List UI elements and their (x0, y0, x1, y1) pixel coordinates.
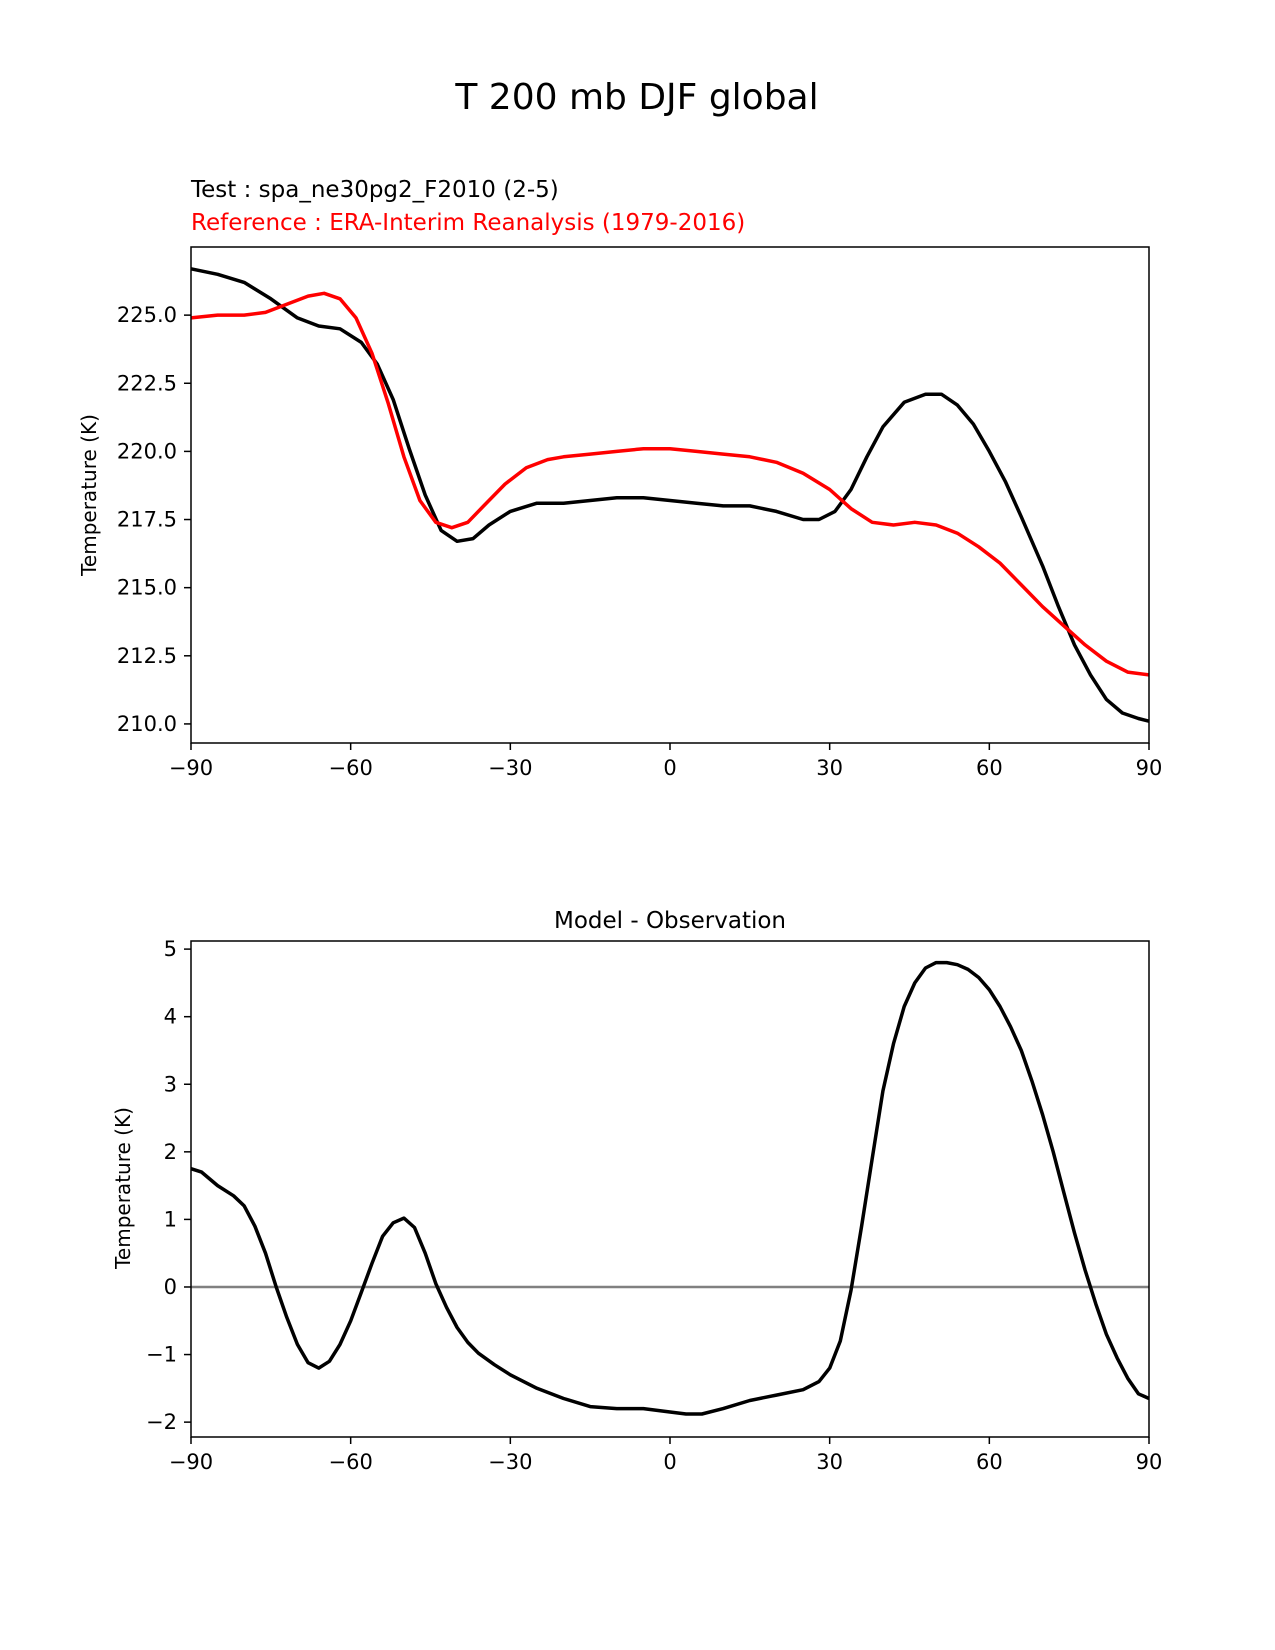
x-tick-label: 30 (816, 1450, 843, 1474)
y-tick-label: 222.5 (117, 371, 177, 395)
test-label: Test : spa_ne30pg2_F2010 (2-5) (190, 177, 559, 203)
x-tick-label: −30 (488, 756, 532, 780)
x-tick-label: 90 (1136, 756, 1163, 780)
x-tick-label: −90 (169, 756, 213, 780)
climatology-panel: Test : spa_ne30pg2_F2010 (2-5) Reference… (77, 177, 1162, 780)
y-tick-label: −2 (146, 1410, 177, 1434)
x-tick-label: 60 (976, 756, 1003, 780)
x-tick-label: −60 (329, 1450, 373, 1474)
top-plot-frame (190, 246, 1150, 744)
x-tick-label: −30 (488, 1450, 532, 1474)
x-tick-label: −90 (169, 1450, 213, 1474)
y-tick-label: 2 (164, 1140, 177, 1164)
reference-label: Reference : ERA-Interim Reanalysis (1979… (191, 210, 745, 236)
difference-panel: Model - Observation Temperature (K) −90−… (111, 908, 1162, 1474)
x-tick-label: −60 (329, 756, 373, 780)
y-tick-label: −1 (146, 1343, 177, 1367)
top-plot-area: −90 −60 −30 0 30 60 90 210.0 212.5 215.0 217.5 220.… (117, 267, 1163, 780)
y-tick-label: 212.5 (117, 644, 177, 668)
bottom-chart-title: Model - Observation (554, 908, 786, 934)
y-tick-label: 5 (164, 937, 177, 961)
x-tick-label: 0 (663, 1450, 676, 1474)
y-tick-label: 215.0 (117, 576, 177, 600)
test-series-line (190, 267, 1150, 723)
bottom-y-axis-label: Temperature (K) (111, 1107, 135, 1270)
y-tick-label: 210.0 (117, 712, 177, 736)
y-tick-label: 225.0 (117, 303, 177, 327)
top-y-axis-label: Temperature (K) (77, 414, 101, 577)
x-tick-label: 60 (976, 1450, 1003, 1474)
figure-title: T 200 mb DJF global (454, 77, 818, 118)
bottom-plot-frame (190, 940, 1150, 1438)
y-tick-label: 1 (164, 1207, 177, 1231)
reference-series-line (190, 291, 1150, 677)
x-tick-label: 0 (663, 756, 676, 780)
y-tick-label: 0 (164, 1275, 177, 1299)
y-tick-label: 220.0 (117, 439, 177, 463)
y-tick-label: 4 (164, 1005, 177, 1029)
bottom-plot-area: −90 −60 −30 0 30 60 90 −2 −1 0 1 2 3 4 5 (146, 937, 1162, 1474)
y-tick-label: 3 (164, 1072, 177, 1096)
x-tick-label: 30 (816, 756, 843, 780)
x-tick-label: 90 (1136, 1450, 1163, 1474)
difference-series-line (190, 960, 1150, 1416)
y-tick-label: 217.5 (117, 508, 177, 532)
